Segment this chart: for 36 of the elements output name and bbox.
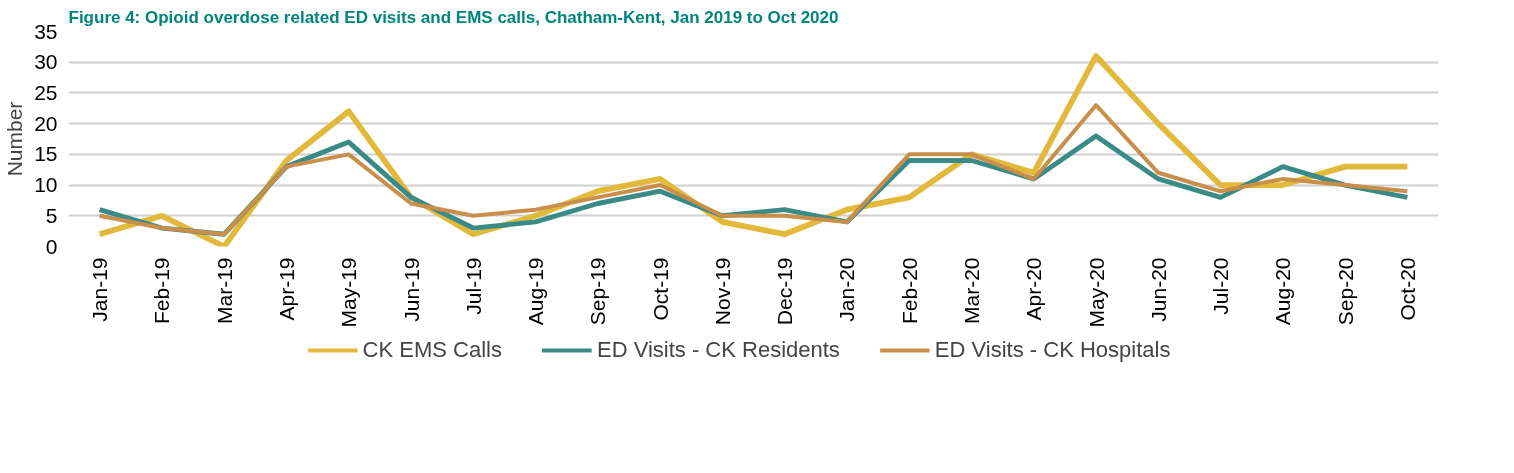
y-tick-label: 20 [34,111,58,135]
y-tick-label: 5 [45,203,58,227]
legend-label: ED Visits - CK Residents [596,337,840,363]
x-tick-label: Sep-20 [1333,257,1357,326]
x-tick-label: Apr-19 [274,257,298,321]
x-tick-label: May-19 [337,257,361,328]
x-tick-label: Jun-20 [1146,257,1170,322]
y-tick-label: 15 [34,142,58,166]
y-tick-label: 30 [34,50,58,74]
x-tick-label: Jun-19 [399,257,423,322]
y-axis-title: Number [3,101,27,177]
chart-title: Figure 4: Opioid overdose related ED visits and EMS calls, Chatham-Kent, Jan 2019 to Oct 2020 [68,7,839,27]
legend-label: ED Visits - CK Hospitals [934,337,1171,363]
x-tick-label: Feb-19 [150,257,174,325]
y-tick-label: 25 [34,80,58,104]
x-tick-label: Mar-19 [212,257,236,325]
x-tick-label: Dec-19 [773,257,797,326]
y-tick-label: 35 [34,19,58,43]
x-tick-label: Feb-20 [897,257,921,325]
x-tick-label: Jul-19 [461,257,485,315]
x-tick-label: Oct-20 [1395,257,1419,321]
legend-label: CK EMS Calls [362,337,502,363]
y-tick-label: 10 [34,173,58,197]
x-tick-label: Aug-19 [524,257,548,326]
x-tick-label: Jul-20 [1209,257,1233,315]
line-series [97,103,1410,237]
x-tick-label: Jan-19 [88,257,112,322]
x-tick-label: May-20 [1084,257,1108,328]
x-tick-label: Sep-19 [586,257,610,326]
x-tick-label: Oct-19 [648,257,672,321]
x-tick-label: Mar-20 [959,257,983,325]
x-tick-label: Jan-20 [835,257,859,322]
x-tick-label: Nov-19 [710,257,734,326]
y-tick-label: 0 [45,234,58,258]
x-tick-label: Aug-20 [1271,257,1295,326]
x-tick-label: Apr-20 [1022,257,1046,321]
